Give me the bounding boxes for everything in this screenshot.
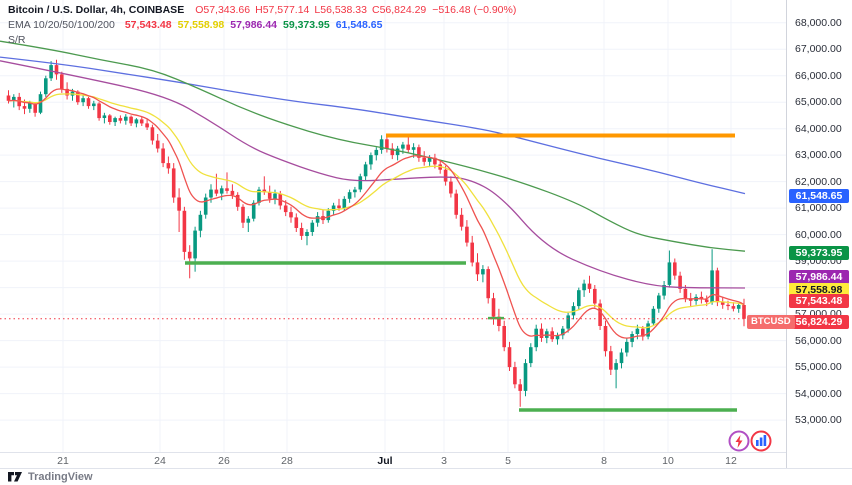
symbol-tag-badge: BTCUSD <box>747 315 795 329</box>
time-axis-label: 3 <box>441 455 447 467</box>
ema-value-4: 61,548.65 <box>335 19 383 31</box>
indicator-price-badge: 57,986.44 <box>789 270 849 284</box>
indicator-price-badge: 57,558.98 <box>789 283 849 297</box>
ohlc-value-O: 57,343.66 <box>203 4 251 16</box>
price-axis-label: 64,000.00 <box>795 122 842 135</box>
ohlc-value-L: 56,538.33 <box>320 4 367 16</box>
last-price-badge: 56,824.29 <box>789 315 849 329</box>
time-axis-label: 28 <box>281 455 293 467</box>
ohlc-value-H: 57,577.14 <box>262 4 310 16</box>
indicator-row: EMA 10/20/50/100/200 57,543.48 57,558.98 57… <box>8 18 516 33</box>
logo-row: TradingView <box>0 468 852 485</box>
tradingview-logo-icon[interactable] <box>8 471 23 483</box>
price-axis-label: 61,000.00 <box>795 202 842 215</box>
price-axis-label: 60,000.00 <box>795 228 842 241</box>
ohlc-label-L: L <box>314 4 321 16</box>
price-axis-label: 65,000.00 <box>795 96 842 109</box>
price-axis-label: 53,000.00 <box>795 414 842 427</box>
price-axis-label: 68,000.00 <box>795 16 842 29</box>
event-markers <box>726 428 786 459</box>
ema-value-1: 57,558.98 <box>177 19 225 31</box>
ema-value-3: 59,373.95 <box>283 19 330 31</box>
time-axis-label: 8 <box>601 455 607 467</box>
price-change: −516.48 (−0.90%) <box>432 4 517 16</box>
ohlc-values: O57,343.66 H57,577.14 L56,538.33 C56,824.29 <box>190 4 426 16</box>
price-axis[interactable]: 68,000.00 67,000.00 66,000.00 65,000.00 64,0… <box>747 0 852 468</box>
price-axis-label: 66,000.00 <box>795 69 842 82</box>
tradingview-watermark[interactable]: TradingView <box>28 471 93 483</box>
indicator-price-badge: 61,548.65 <box>789 189 849 203</box>
price-axis-label: 67,000.00 <box>795 43 842 56</box>
price-axis-label: 63,000.00 <box>795 149 842 162</box>
ema-values: 57,543.48 57,558.98 57,986.44 59,373.95 61,5… <box>119 19 383 31</box>
symbol-row: Bitcoin / U.S. Dollar, 4h, COINBASE O57,3… <box>8 3 516 18</box>
ema-indicator-label[interactable]: EMA 10/20/50/100/200 <box>8 19 115 31</box>
price-axis-label: 54,000.00 <box>795 387 842 400</box>
time-axis[interactable]: 21 24 26 28 Jul 3 5 8 10 12 <box>0 452 786 469</box>
time-axis-label: 26 <box>218 455 230 467</box>
price-axis-label: 55,000.00 <box>795 361 842 374</box>
ohlc-label-O: O <box>195 4 204 16</box>
lightning-event-icon[interactable] <box>728 430 750 452</box>
time-axis-label: 24 <box>154 455 166 467</box>
ohlc-label-H: H <box>255 4 263 16</box>
indicator-price-badge: 59,373.95 <box>789 246 849 260</box>
sr-indicator-label[interactable]: S/R <box>8 34 26 46</box>
time-axis-label: 5 <box>505 455 511 467</box>
time-axis-label: 10 <box>662 455 674 467</box>
price-axis-label: 62,000.00 <box>795 175 842 188</box>
time-axis-label: 12 <box>725 455 737 467</box>
time-axis-label: Jul <box>377 455 393 467</box>
ema-value-2: 57,986.44 <box>230 19 277 31</box>
chart-header: Bitcoin / U.S. Dollar, 4h, COINBASE O57,3… <box>8 3 516 48</box>
ohlc-value-C: 56,824.29 <box>379 4 427 16</box>
indicator-price-badge: 57,543.48 <box>789 294 849 308</box>
ohlc-label-C: C <box>371 4 380 16</box>
ema-value-0: 57,543.48 <box>124 19 172 31</box>
price-axis-label: 56,000.00 <box>795 334 842 347</box>
sr-row: S/R <box>8 33 516 48</box>
time-axis-label: 21 <box>57 455 69 467</box>
symbol-title[interactable]: Bitcoin / U.S. Dollar, 4h, COINBASE <box>8 4 185 16</box>
economic-event-icon[interactable] <box>750 430 772 452</box>
